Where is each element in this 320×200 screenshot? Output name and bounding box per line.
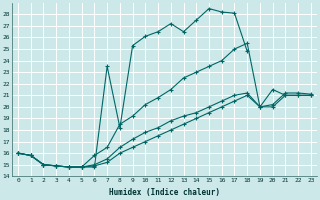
X-axis label: Humidex (Indice chaleur): Humidex (Indice chaleur) xyxy=(109,188,220,197)
